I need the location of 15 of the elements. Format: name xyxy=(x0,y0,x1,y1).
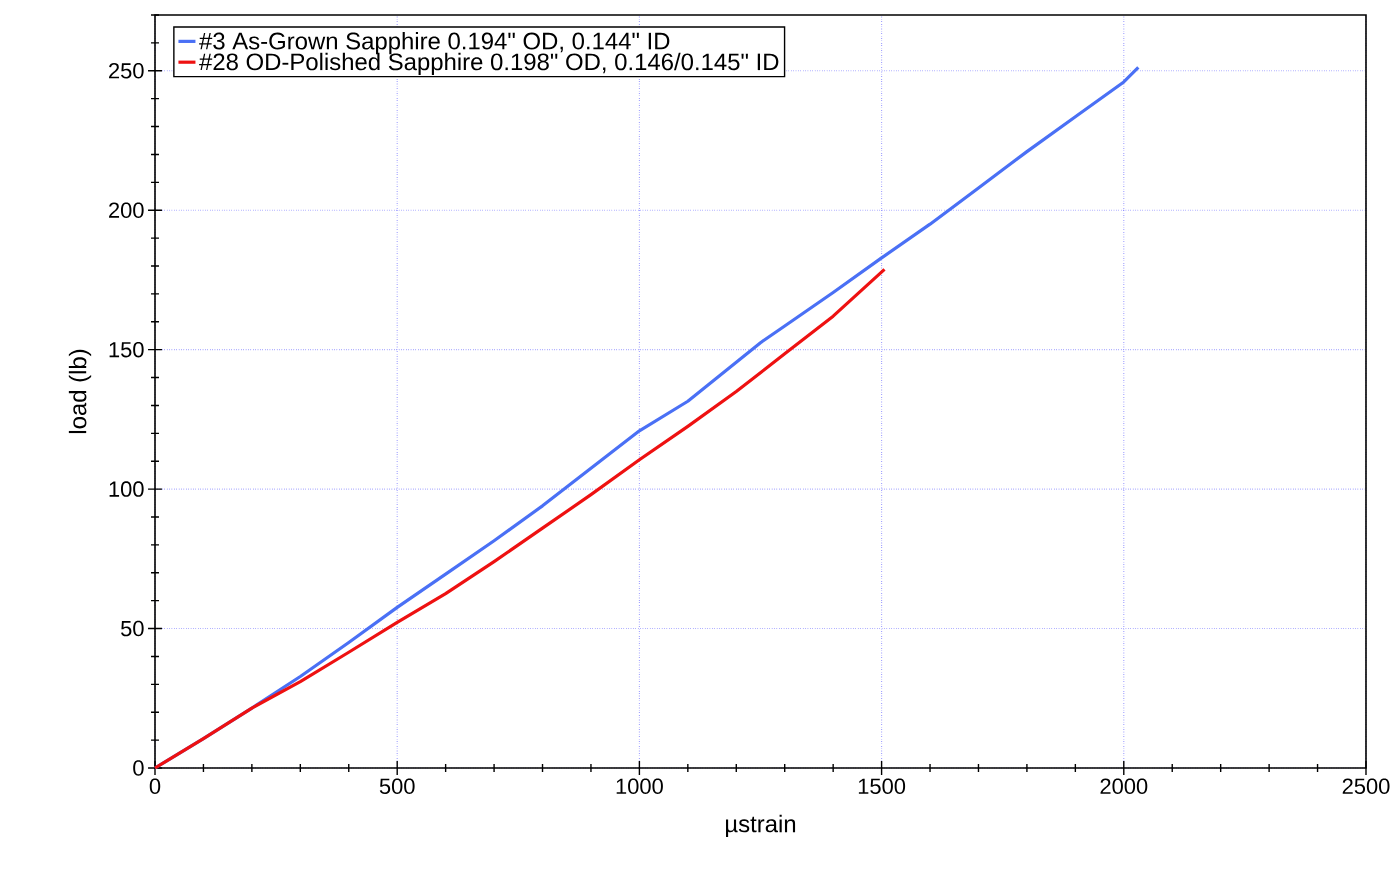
x-tick-label: 2500 xyxy=(1342,778,1390,795)
x-tick-label: 2000 xyxy=(1100,778,1148,795)
x-tick-label: 500 xyxy=(379,778,415,795)
y-tick-label: 0 xyxy=(133,760,144,776)
y-tick-label: 100 xyxy=(109,481,144,497)
x-tick-label: 0 xyxy=(149,778,161,795)
y-axis-title: load (lb) xyxy=(68,349,92,434)
y-tick-label: 150 xyxy=(109,341,144,358)
y-tick-label: 250 xyxy=(109,63,144,79)
x-tick-label: 1000 xyxy=(616,778,663,795)
y-tick-label: 200 xyxy=(109,202,144,218)
line-series xyxy=(153,267,887,770)
x-tick-label: 1500 xyxy=(858,778,906,795)
y-tick-label: 50 xyxy=(121,620,144,637)
x-axis-title: µstrain xyxy=(726,814,796,838)
